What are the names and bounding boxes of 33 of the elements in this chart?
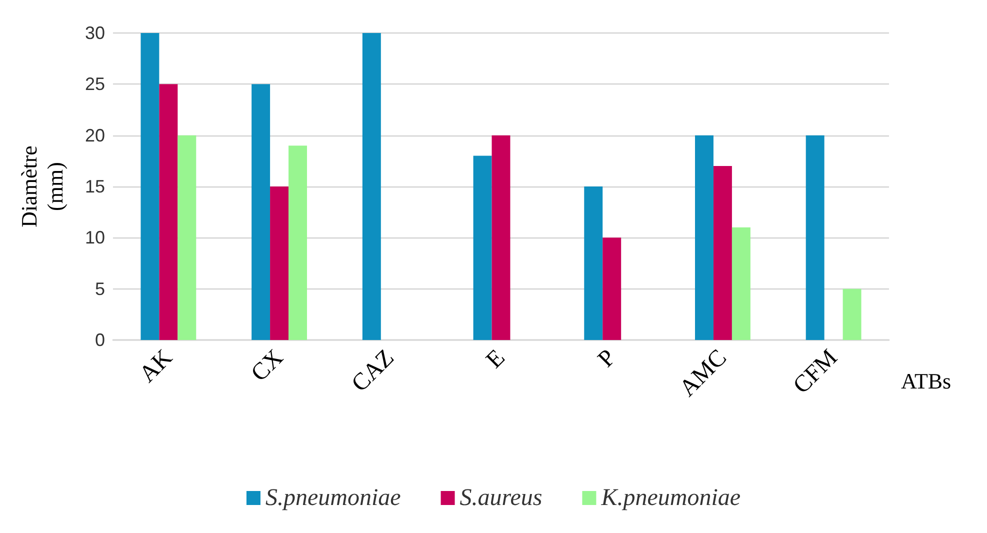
bar [602,238,622,340]
legend-label: S.pneumoniae [265,485,402,511]
bar [159,84,178,340]
legend-label: K.pneumoniae [600,485,741,511]
bar [492,135,510,340]
bar [252,84,270,340]
y-tick-label: 15 [84,176,105,196]
x-tick-label: P [593,344,622,373]
bar [695,135,714,340]
y-tick-label: 5 [94,278,105,299]
bar [140,33,160,340]
x-tick-label: E [481,344,510,374]
x-axis-title: ATBs [901,368,952,394]
bar [713,166,732,340]
x-tick-label: CX [246,344,288,387]
bar [362,33,381,340]
bar [806,135,824,340]
legend-label: S.aureus [460,485,542,511]
bar [178,135,196,340]
y-tick-label: 20 [84,125,105,146]
bar [584,186,603,340]
bar [473,156,492,340]
x-tick-label: AK [134,344,178,388]
bar [732,227,750,340]
y-tick-label: 0 [94,330,105,350]
bar [842,288,862,340]
y-tick-label: 30 [84,23,105,43]
y-tick-label: 10 [84,228,105,248]
y-tick-label: 25 [84,74,105,94]
bar [288,146,307,340]
y-axis-title: Diamètre (mm) [16,146,68,228]
bar [270,186,289,340]
x-tick-label: CAZ [347,344,400,398]
